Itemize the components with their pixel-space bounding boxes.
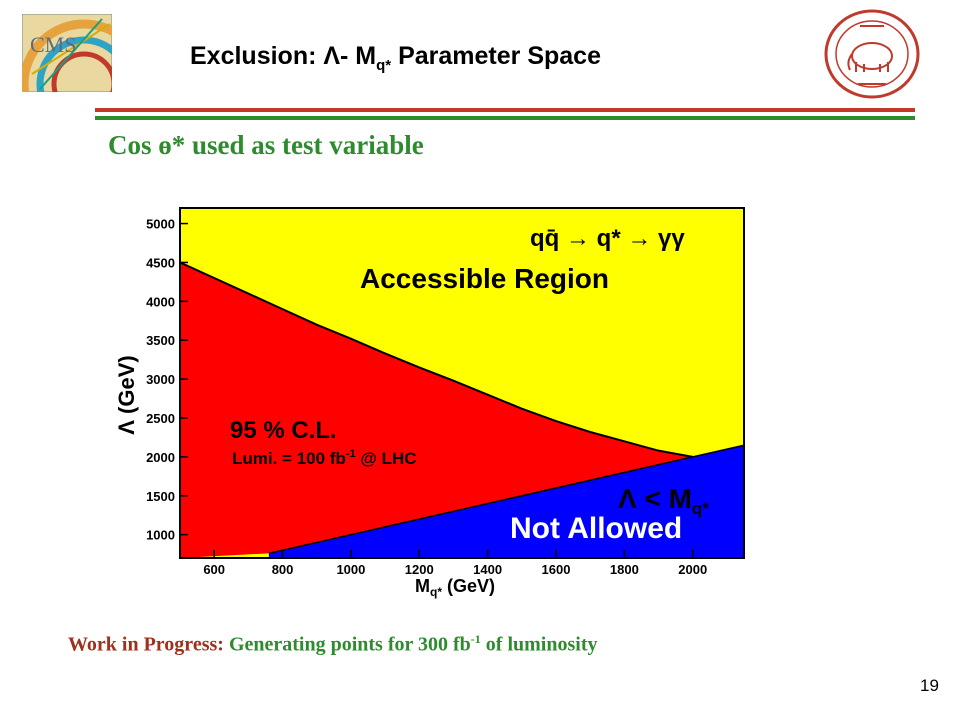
exclusion-curve-line xyxy=(179,261,693,458)
cms-logo-text: CMS xyxy=(30,32,76,57)
x-tick-label: 1200 xyxy=(405,562,434,577)
lambda-less-than-label: Λ < Mq* xyxy=(618,483,709,518)
slide-subtitle: Cos ɵ* used as test variable xyxy=(108,130,424,160)
y-axis-label: Λ (GeV) xyxy=(114,355,139,434)
not-allowed-region xyxy=(268,445,744,558)
accessible-region-label: Accessible Region xyxy=(360,263,609,294)
y-tick-label: 4000 xyxy=(146,294,175,309)
x-tick-label: 1000 xyxy=(336,562,365,577)
y-tick-label: 1000 xyxy=(146,528,175,543)
x-tick-label: 800 xyxy=(272,562,294,577)
header-rule-green xyxy=(95,116,915,120)
footer-tail: of luminosity xyxy=(480,633,598,656)
cms-logo: CMS xyxy=(19,13,149,149)
not-allowed-boundary-line xyxy=(268,444,745,555)
x-tick-label: 1800 xyxy=(610,562,639,577)
y-tick-label: 2000 xyxy=(146,450,175,465)
luminosity-label: Lumi. = 100 fb-1 @ LHC xyxy=(232,448,417,468)
y-tick-label: 3500 xyxy=(146,333,175,348)
x-tick-label: 600 xyxy=(203,562,225,577)
x-tick-label: 2000 xyxy=(678,562,707,577)
confidence-level-label: 95 % C.L. xyxy=(230,417,337,444)
luminosity-label-main: Lumi. = 100 fb xyxy=(232,449,346,468)
title-main: Exclusion: Λ- M xyxy=(190,42,377,70)
x-tick-label: 1400 xyxy=(473,562,502,577)
footer-wip: Work in Progress: xyxy=(68,633,224,656)
title-tail: Parameter Space xyxy=(391,42,601,70)
x-axis-label: Mq* (GeV) xyxy=(415,576,495,599)
page-number: 19 xyxy=(920,676,939,695)
y-tick-label: 4500 xyxy=(146,255,175,270)
excluded-region xyxy=(180,262,693,558)
page-title: Exclusion: Λ- Mq* Parameter Space xyxy=(190,42,750,74)
luminosity-label-tail: @ LHC xyxy=(356,449,417,468)
lambda-less-than-sub: q* xyxy=(692,499,709,518)
x-axis-label-sub: q* xyxy=(430,585,442,599)
not-allowed-label: Not Allowed xyxy=(510,512,682,545)
university-seal-logo xyxy=(822,8,922,100)
exclusion-chart: 600 800 1000 1200 1400 1600 1800 2000 1000 1500 20… xyxy=(114,207,745,599)
plot-frame xyxy=(179,207,745,559)
process-annotation: qq̄ → q* → γγ xyxy=(530,225,685,252)
header-rule-red xyxy=(95,108,915,112)
footer-text: Generating points for 300 fb xyxy=(223,633,471,656)
plot-area xyxy=(179,208,745,558)
title-subscript: q* xyxy=(376,57,392,74)
y-tick-label: 1500 xyxy=(146,489,175,504)
lambda-less-than-main: Λ < M xyxy=(618,483,692,514)
luminosity-label-sup: -1 xyxy=(346,448,356,460)
footer-superscript: -1 xyxy=(470,632,481,646)
y-tick-label: 3000 xyxy=(146,372,175,387)
x-axis-label-main: M xyxy=(415,576,430,596)
y-tick-label: 5000 xyxy=(146,217,175,232)
x-axis-label-tail: (GeV) xyxy=(442,576,495,596)
x-tick-label: 1600 xyxy=(542,562,571,577)
axes: 600 800 1000 1200 1400 1600 1800 2000 1000 1500 20… xyxy=(146,207,745,577)
y-tick-label: 2500 xyxy=(146,411,175,426)
footer-note: Work in Progress: Generating points for … xyxy=(68,632,597,657)
